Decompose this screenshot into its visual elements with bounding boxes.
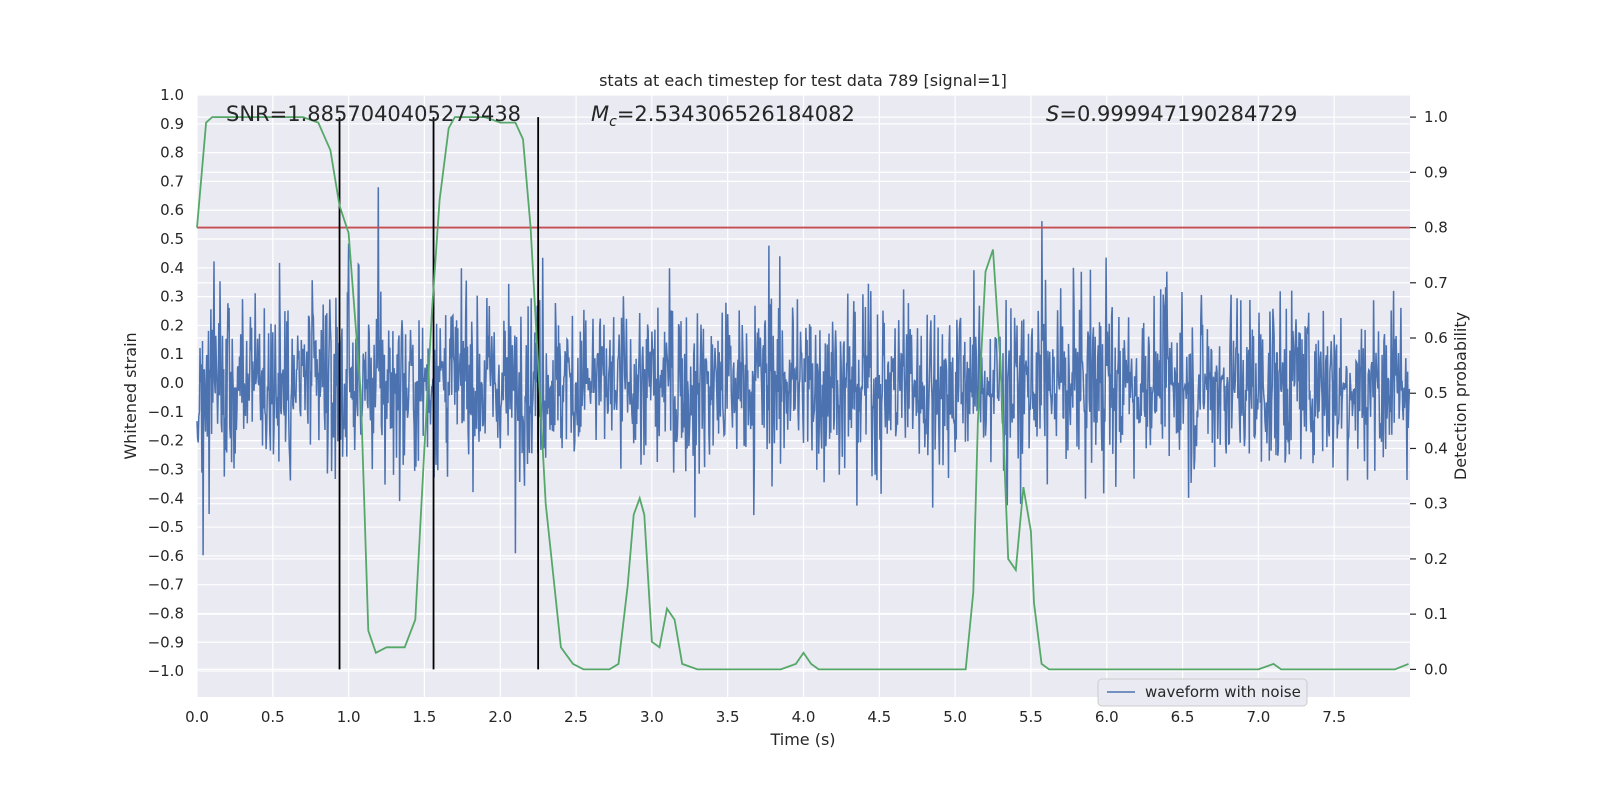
significance-value: =0.999947190284729 bbox=[1059, 102, 1297, 126]
chirp-mass-symbol: M bbox=[591, 102, 609, 126]
right-y-tick-label: 0.6 bbox=[1424, 329, 1448, 347]
x-tick-label: 4.0 bbox=[792, 708, 816, 726]
left-y-tick-label: 0.9 bbox=[160, 115, 184, 133]
left-y-tick-label: −1.0 bbox=[148, 662, 184, 680]
x-tick-label: 2.5 bbox=[564, 708, 588, 726]
right-y-tick-label: 0.3 bbox=[1424, 495, 1448, 513]
right-y-tick-label: 0.7 bbox=[1424, 274, 1448, 292]
waveform-series bbox=[196, 187, 1411, 556]
x-tick-label: 3.0 bbox=[640, 708, 664, 726]
snr-annotation: SNR=1.8857040405273438 bbox=[226, 102, 521, 126]
right-y-tick-label: 0.2 bbox=[1424, 550, 1448, 568]
left-y-tick-label: −0.4 bbox=[148, 489, 184, 507]
legend-label: waveform with noise bbox=[1145, 683, 1301, 701]
left-y-tick-label: −0.8 bbox=[148, 604, 184, 622]
left-y-tick-label: 0.1 bbox=[160, 345, 184, 363]
left-y-tick-label: −0.6 bbox=[148, 547, 184, 565]
chirp-mass-annotation: Mc=2.534306526184082 bbox=[591, 102, 855, 130]
left-y-tick-label: −0.9 bbox=[148, 633, 184, 651]
left-y-axis-ticks: 1.0 0.9 0.8 0.7 0.6 0.5 0.4 0.3 0.2 0.1 0.0 −0.1 −0.… bbox=[148, 86, 184, 680]
left-y-tick-label: −0.3 bbox=[148, 460, 184, 478]
left-y-tick-label: −0.2 bbox=[148, 432, 184, 450]
waveform-trace bbox=[196, 187, 1411, 556]
right-y-tick-label: 0.1 bbox=[1424, 605, 1448, 623]
x-tick-label: 5.5 bbox=[1019, 708, 1043, 726]
legend-box bbox=[1097, 678, 1308, 707]
left-y-tick-label: 0.4 bbox=[160, 259, 184, 277]
chirp-mass-subscript: c bbox=[609, 114, 617, 130]
left-y-tick-label: 1.0 bbox=[160, 86, 184, 104]
x-tick-label: 0.5 bbox=[261, 708, 285, 726]
right-y-tick-label: 0.4 bbox=[1424, 439, 1448, 457]
left-y-tick-label: −0.1 bbox=[148, 403, 184, 421]
x-tick-label: 7.0 bbox=[1246, 708, 1270, 726]
right-y-tick-label: 0.9 bbox=[1424, 163, 1448, 181]
left-y-tick-label: 0.5 bbox=[160, 230, 184, 248]
x-tick-label: 1.5 bbox=[413, 708, 437, 726]
probability-series bbox=[196, 116, 1409, 671]
x-tick-label: 6.5 bbox=[1171, 708, 1195, 726]
left-y-tick-label: 0.0 bbox=[160, 374, 184, 392]
x-tick-label: 1.0 bbox=[337, 708, 361, 726]
right-y-tick-label: 0.0 bbox=[1424, 660, 1448, 678]
left-y-axis-label: Whitened strain bbox=[121, 332, 140, 459]
x-axis-label: Time (s) bbox=[769, 730, 835, 749]
right-y-axis-ticks: 1.0 0.9 0.8 0.7 0.6 0.5 0.4 0.3 0.2 0.1 0.0 bbox=[1410, 108, 1448, 678]
x-axis-ticks: 0.0 0.5 1.0 1.5 2.0 2.5 3.0 3.5 4.0 4.5 5.0 5.5 6.0 6… bbox=[185, 708, 1346, 726]
right-y-axis-label: Detection probability bbox=[1451, 312, 1470, 480]
left-y-tick-label: 0.7 bbox=[160, 172, 184, 190]
right-y-tick-label: 0.8 bbox=[1424, 219, 1448, 237]
x-tick-label: 6.0 bbox=[1095, 708, 1119, 726]
significance-annotation: S=0.999947190284729 bbox=[1046, 102, 1297, 126]
x-tick-label: 2.0 bbox=[488, 708, 512, 726]
left-y-tick-label: 0.3 bbox=[160, 288, 184, 306]
legend: waveform with noise bbox=[1097, 678, 1308, 707]
left-y-tick-label: 0.8 bbox=[160, 144, 184, 162]
chart-title: stats at each timestep for test data 789… bbox=[599, 71, 1007, 90]
left-y-tick-label: 0.2 bbox=[160, 316, 184, 334]
x-tick-label: 3.5 bbox=[716, 708, 740, 726]
significance-symbol: S bbox=[1046, 102, 1059, 126]
left-y-tick-label: 0.6 bbox=[160, 201, 184, 219]
x-tick-label: 7.5 bbox=[1322, 708, 1346, 726]
x-tick-label: 5.0 bbox=[943, 708, 967, 726]
x-tick-label: 0.0 bbox=[185, 708, 209, 726]
right-y-tick-label: 0.5 bbox=[1424, 384, 1448, 402]
right-y-tick-label: 1.0 bbox=[1424, 108, 1448, 126]
left-y-tick-label: −0.5 bbox=[148, 518, 184, 536]
left-y-tick-label: −0.7 bbox=[148, 576, 184, 594]
chirp-mass-value: =2.534306526184082 bbox=[617, 102, 855, 126]
probability-line bbox=[196, 116, 1409, 671]
vertical-markers bbox=[338, 117, 540, 670]
x-tick-label: 4.5 bbox=[867, 708, 891, 726]
